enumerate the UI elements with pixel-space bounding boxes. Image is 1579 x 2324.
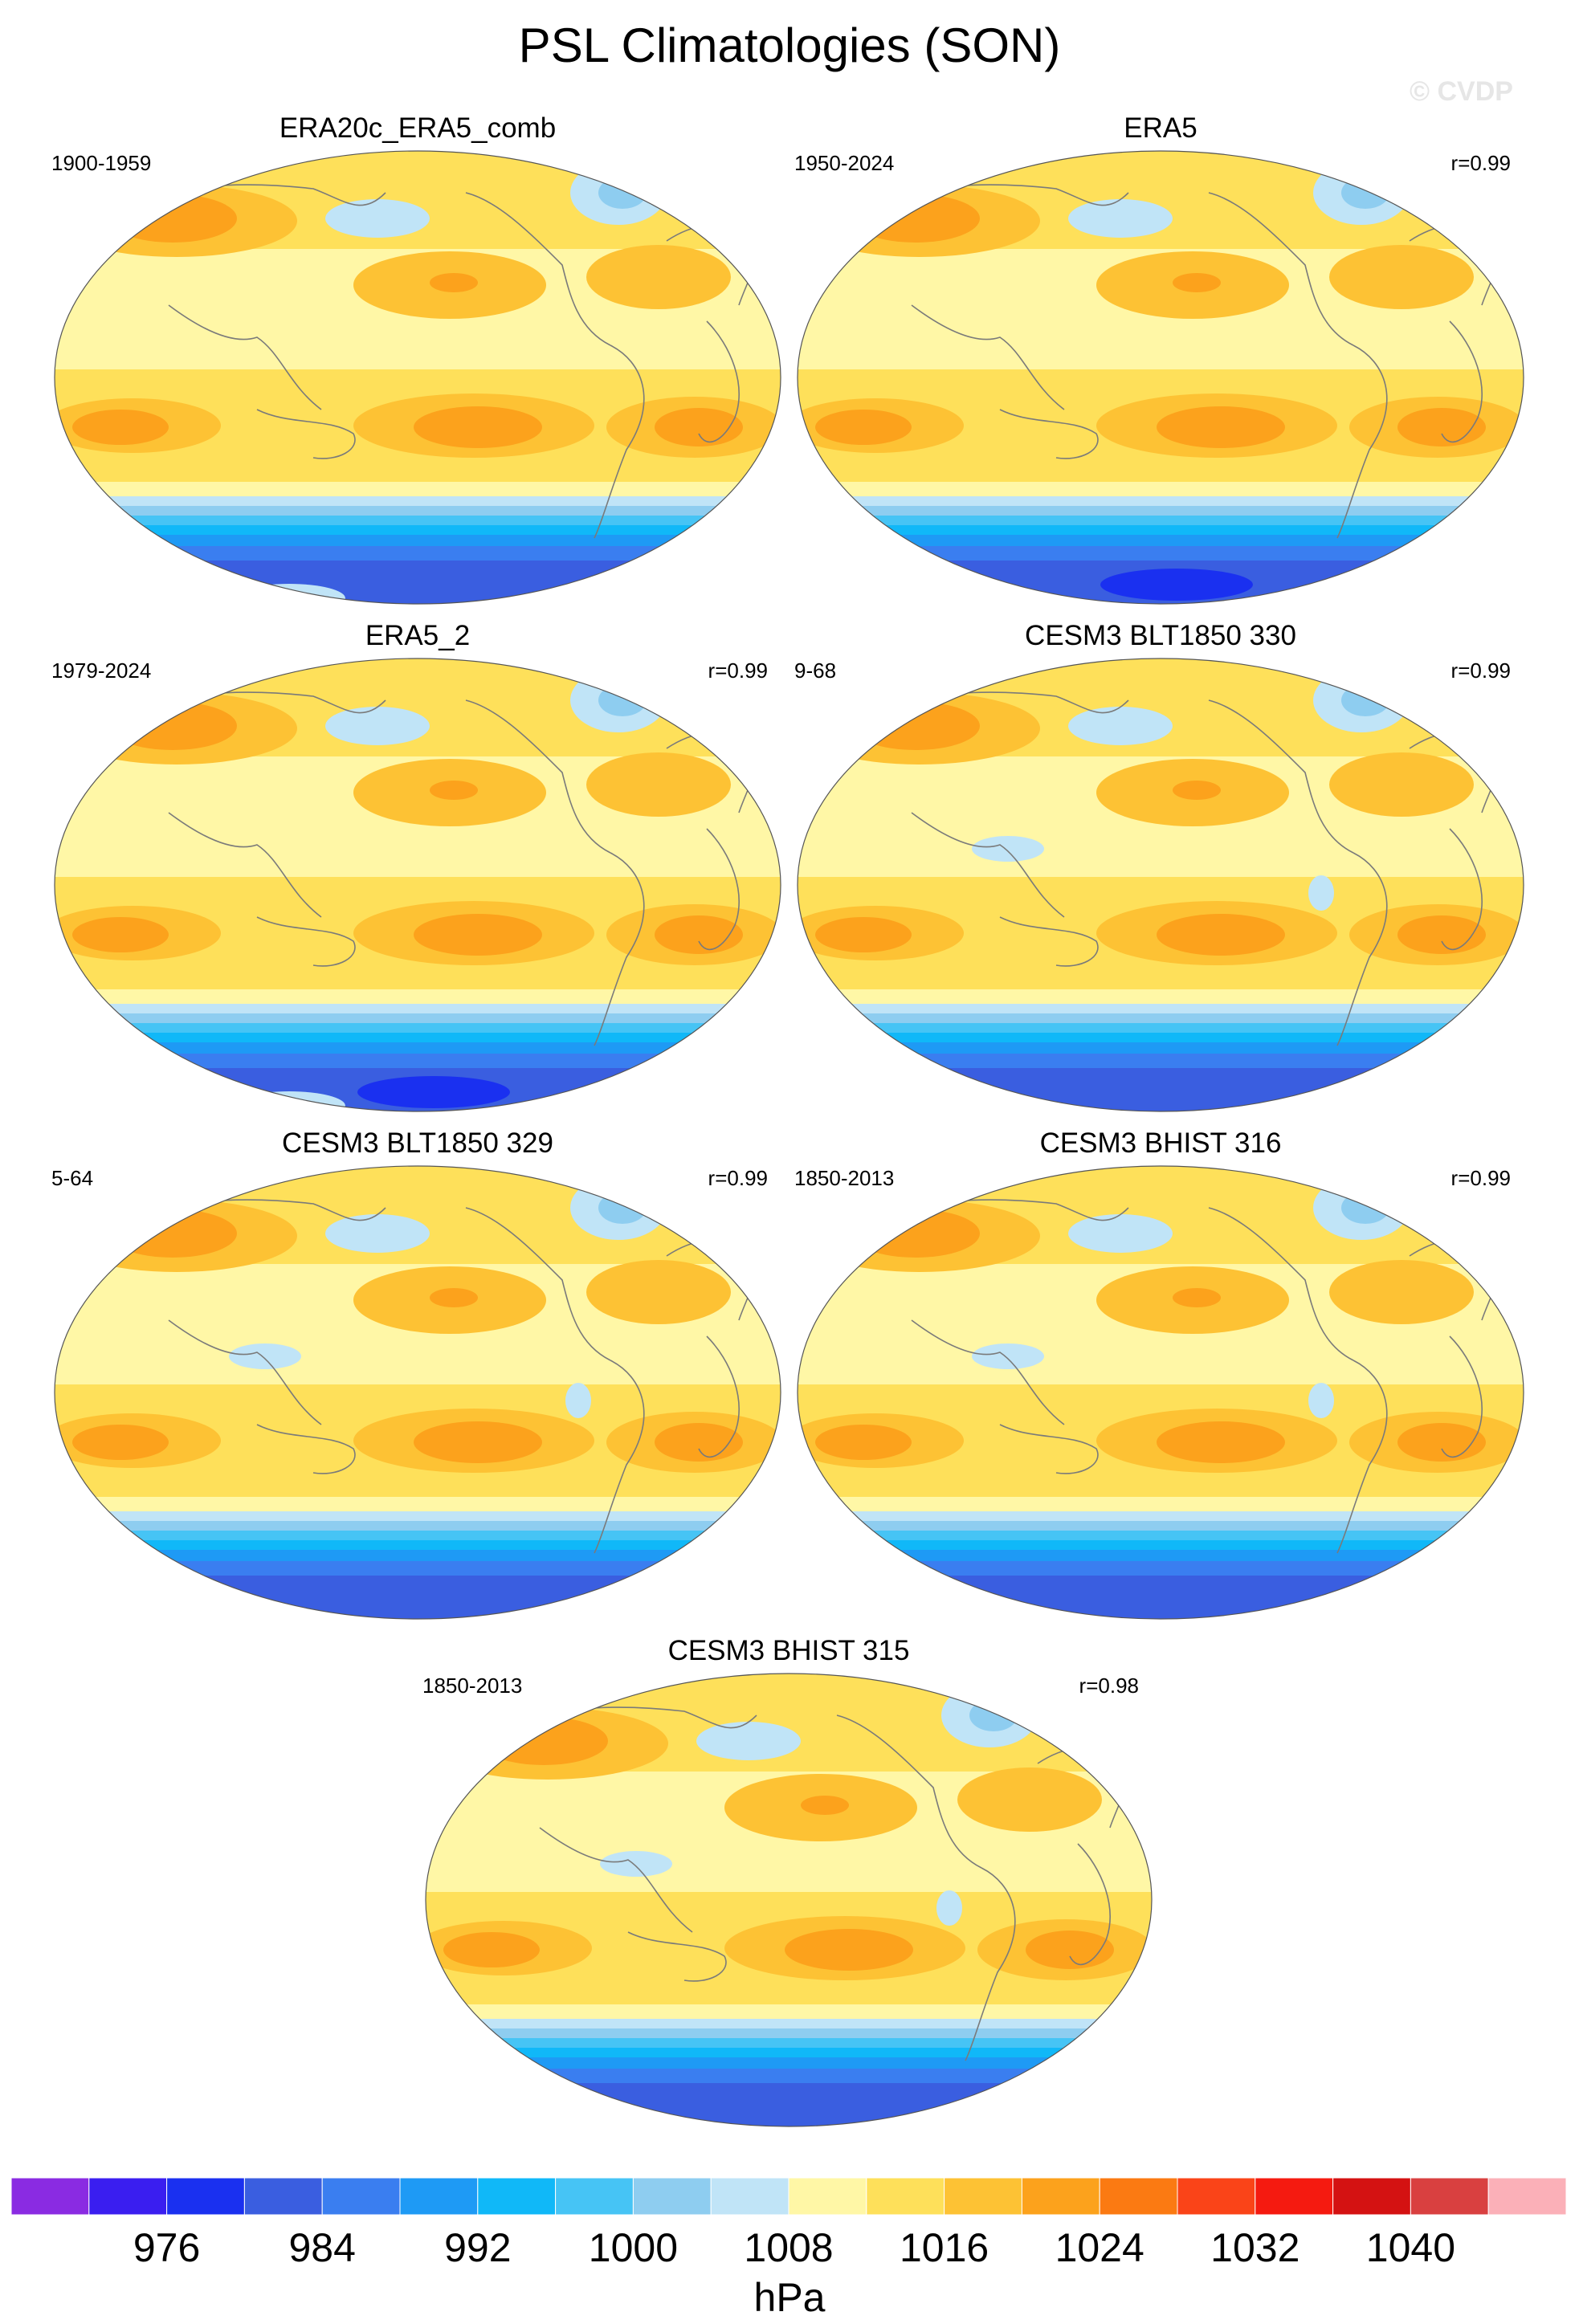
colorbar-swatch	[88, 2178, 168, 2215]
psl-map	[54, 1165, 781, 1620]
panel-title: ERA5_2	[365, 620, 471, 651]
colorbar	[11, 2178, 1566, 2215]
watermark: © CVDP	[1410, 76, 1513, 107]
map-panel: CESM3 BHIST 315 1850-2013 r=0.98	[419, 1635, 1158, 2133]
colorbar-tick-label: 1008	[744, 2225, 834, 2270]
colorbar-tick-label: 1024	[1055, 2225, 1144, 2270]
panel-title: CESM3 BHIST 316	[1039, 1127, 1282, 1159]
colorbar-swatch	[11, 2178, 90, 2215]
psl-map	[797, 1165, 1524, 1620]
panel-title: CESM3 BHIST 315	[667, 1635, 910, 1666]
colorbar-swatch	[1487, 2178, 1566, 2215]
psl-map	[54, 658, 781, 1112]
psl-map	[54, 150, 781, 605]
panel-period-label: 1900-1959	[51, 151, 152, 175]
colorbar-swatch	[944, 2178, 1022, 2215]
map-panel: CESM3 BLT1850 330 9-68 r=0.99	[791, 620, 1530, 1118]
colorbar-swatch	[1021, 2178, 1100, 2215]
colorbar-tick-label: 1032	[1210, 2225, 1300, 2270]
panel-period-label: 1850-2013	[422, 1674, 523, 1698]
panel-correlation-label: r=0.99	[708, 658, 768, 683]
colorbar-tick-label: 976	[133, 2225, 201, 2270]
colorbar-tick-label: 1016	[899, 2225, 989, 2270]
colorbar-swatch	[788, 2178, 867, 2215]
psl-map	[425, 1673, 1153, 2127]
panel-title: ERA5	[1124, 112, 1198, 144]
colorbar-swatch	[555, 2178, 634, 2215]
map-panel: ERA5 1950-2024 r=0.99	[791, 112, 1530, 610]
colorbar-swatch	[243, 2178, 323, 2215]
colorbar-swatch	[1255, 2178, 1334, 2215]
colorbar-swatch	[710, 2178, 790, 2215]
map-panel: CESM3 BHIST 316 1850-2013 r=0.99	[791, 1127, 1530, 1625]
panel-period-label: 5-64	[51, 1166, 94, 1190]
panel-title: CESM3 BLT1850 330	[1025, 620, 1296, 651]
map-panel: ERA5_2 1979-2024 r=0.99	[48, 620, 787, 1118]
map-panel: ERA20c_ERA5_comb 1900-1959	[48, 112, 787, 610]
colorbar-swatch	[477, 2178, 557, 2215]
panel-period-label: 1979-2024	[51, 658, 152, 683]
colorbar-swatch	[166, 2178, 245, 2215]
panel-period-label: 1850-2013	[794, 1166, 895, 1190]
panel-correlation-label: r=0.98	[1079, 1674, 1139, 1698]
colorbar-unit-label: hPa	[753, 2275, 826, 2320]
colorbar-swatch	[399, 2178, 479, 2215]
colorbar-swatch	[1410, 2178, 1489, 2215]
panel-correlation-label: r=0.99	[708, 1166, 768, 1190]
colorbar-swatch	[1099, 2178, 1178, 2215]
colorbar-tick-label: 1040	[1365, 2225, 1456, 2270]
psl-map	[797, 658, 1524, 1112]
colorbar-swatch	[632, 2178, 712, 2215]
colorbar-swatch	[1332, 2178, 1411, 2215]
map-panel: CESM3 BLT1850 329 5-64 r=0.99	[48, 1127, 787, 1625]
panel-correlation-label: r=0.99	[1450, 658, 1511, 683]
colorbar-swatch	[321, 2178, 401, 2215]
panel-correlation-label: r=0.99	[1450, 1166, 1511, 1190]
psl-map	[797, 150, 1524, 605]
colorbar-swatch	[1177, 2178, 1256, 2215]
panel-correlation-label: r=0.99	[1450, 151, 1511, 175]
colorbar-swatch	[866, 2178, 945, 2215]
panel-title: ERA20c_ERA5_comb	[279, 112, 557, 144]
panel-period-label: 1950-2024	[794, 151, 895, 175]
panel-title: CESM3 BLT1850 329	[282, 1127, 553, 1159]
figure-title: PSL Climatologies (SON)	[518, 18, 1061, 72]
colorbar-tick-label: 992	[444, 2225, 512, 2270]
panel-period-label: 9-68	[794, 658, 837, 683]
colorbar-tick-label: 984	[288, 2225, 356, 2270]
colorbar-tick-label: 1000	[588, 2225, 679, 2270]
